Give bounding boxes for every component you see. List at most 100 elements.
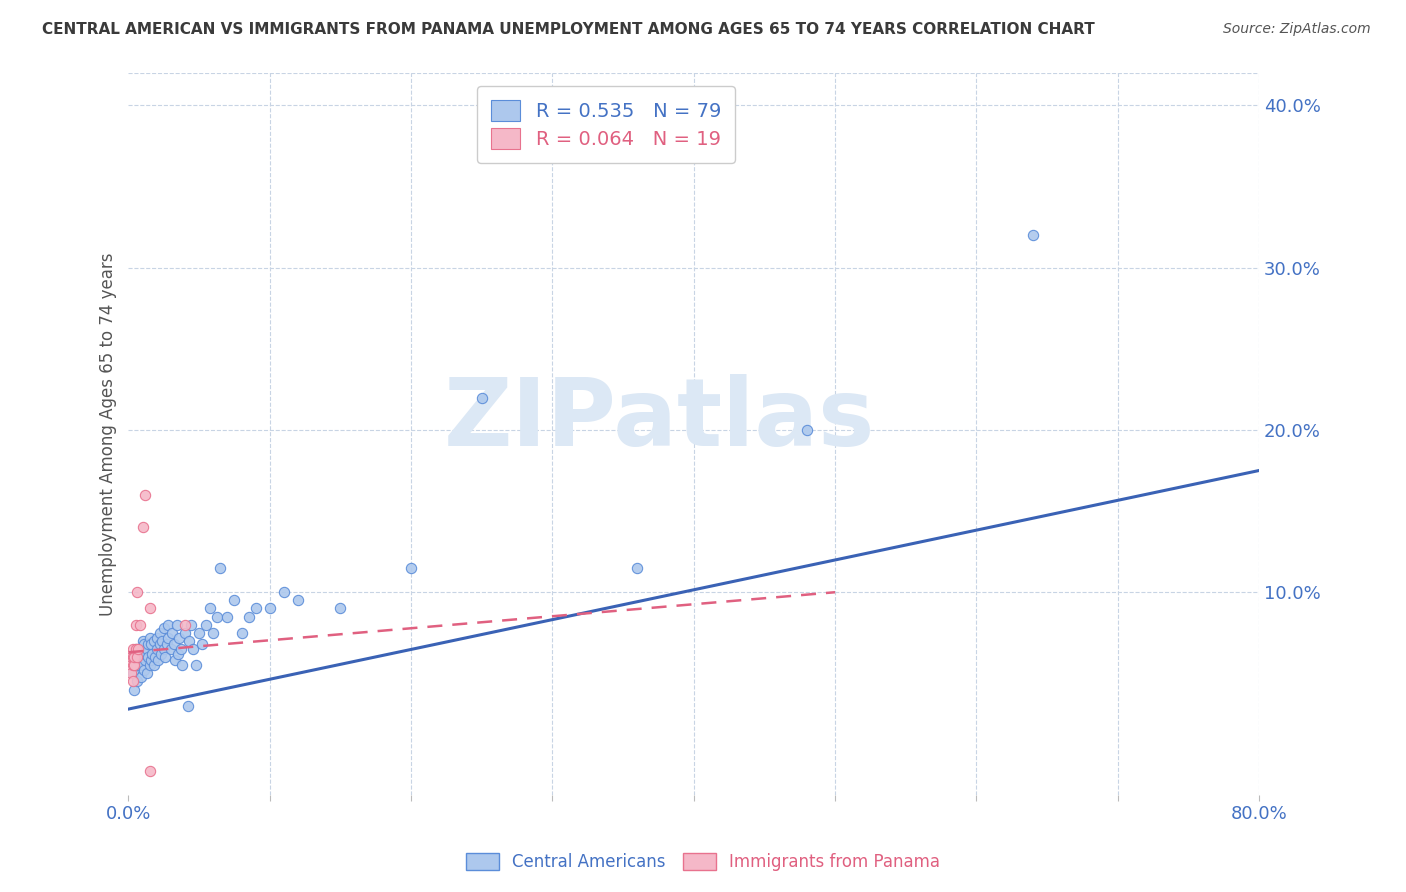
Point	[125, 585, 148, 599]
Point	[138, 601, 160, 615]
Point	[141, 647, 163, 661]
Point	[124, 650, 146, 665]
Point	[169, 631, 191, 645]
Point	[177, 698, 200, 713]
Point	[146, 653, 169, 667]
Point	[191, 637, 214, 651]
Point	[121, 642, 143, 657]
Point	[209, 561, 232, 575]
Point	[186, 658, 208, 673]
Point	[245, 601, 267, 615]
Point	[217, 609, 239, 624]
Point	[125, 674, 148, 689]
Point	[136, 650, 159, 665]
Point	[273, 585, 295, 599]
Point	[125, 650, 148, 665]
Point	[131, 658, 153, 673]
Point	[142, 634, 165, 648]
Point	[142, 658, 165, 673]
Point	[145, 631, 167, 645]
Point	[165, 653, 187, 667]
Point	[134, 653, 156, 667]
Point	[399, 561, 422, 575]
Point	[122, 650, 145, 665]
Point	[153, 621, 176, 635]
Point	[138, 658, 160, 673]
Point	[1022, 228, 1045, 243]
Point	[150, 634, 173, 648]
Point	[135, 666, 157, 681]
Point	[179, 634, 201, 648]
Point	[160, 642, 183, 657]
Point	[259, 601, 281, 615]
Point	[134, 647, 156, 661]
Point	[135, 642, 157, 657]
Point	[121, 658, 143, 673]
Point	[134, 488, 156, 502]
Point	[124, 642, 146, 657]
Point	[174, 625, 197, 640]
Point	[174, 617, 197, 632]
Point	[129, 670, 152, 684]
Point	[157, 631, 180, 645]
Point	[120, 666, 142, 681]
Point	[148, 625, 170, 640]
Point	[132, 663, 155, 677]
Point	[121, 666, 143, 681]
Point	[796, 423, 818, 437]
Point	[200, 601, 222, 615]
Text: CENTRAL AMERICAN VS IMMIGRANTS FROM PANAMA UNEMPLOYMENT AMONG AGES 65 TO 74 YEAR: CENTRAL AMERICAN VS IMMIGRANTS FROM PANA…	[42, 22, 1095, 37]
Point	[132, 637, 155, 651]
Point	[122, 682, 145, 697]
Point	[224, 593, 246, 607]
Point	[131, 650, 153, 665]
Point	[148, 637, 170, 651]
Point	[155, 650, 177, 665]
Text: Source: ZipAtlas.com: Source: ZipAtlas.com	[1223, 22, 1371, 37]
Point	[131, 634, 153, 648]
Y-axis label: Unemployment Among Ages 65 to 74 years: Unemployment Among Ages 65 to 74 years	[100, 252, 117, 615]
Point	[149, 647, 172, 661]
Point	[287, 593, 309, 607]
Point	[163, 637, 186, 651]
Point	[195, 617, 218, 632]
Point	[131, 520, 153, 534]
Point	[138, 764, 160, 778]
Point	[156, 637, 179, 651]
Point	[127, 653, 149, 667]
Point	[153, 642, 176, 657]
Point	[145, 642, 167, 657]
Point	[207, 609, 229, 624]
Point	[121, 674, 143, 689]
Point	[124, 617, 146, 632]
Point	[172, 658, 194, 673]
Point	[157, 617, 180, 632]
Point	[128, 617, 150, 632]
Point	[120, 650, 142, 665]
Point	[127, 647, 149, 661]
Point	[471, 391, 494, 405]
Point	[127, 642, 149, 657]
Point	[231, 625, 253, 640]
Point	[139, 653, 162, 667]
Point	[170, 642, 193, 657]
Legend: R = 0.535   N = 79, R = 0.064   N = 19: R = 0.535 N = 79, R = 0.064 N = 19	[478, 87, 735, 162]
Legend: Central Americans, Immigrants from Panama: Central Americans, Immigrants from Panam…	[457, 845, 949, 880]
Point	[121, 650, 143, 665]
Point	[143, 650, 166, 665]
Point	[166, 617, 188, 632]
Point	[138, 631, 160, 645]
Point	[202, 625, 225, 640]
Point	[128, 658, 150, 673]
Point	[124, 658, 146, 673]
Point	[136, 637, 159, 651]
Point	[238, 609, 260, 624]
Point	[124, 642, 146, 657]
Point	[180, 617, 202, 632]
Point	[122, 658, 145, 673]
Point	[626, 561, 648, 575]
Point	[162, 625, 184, 640]
Point	[329, 601, 352, 615]
Point	[167, 647, 190, 661]
Point	[188, 625, 211, 640]
